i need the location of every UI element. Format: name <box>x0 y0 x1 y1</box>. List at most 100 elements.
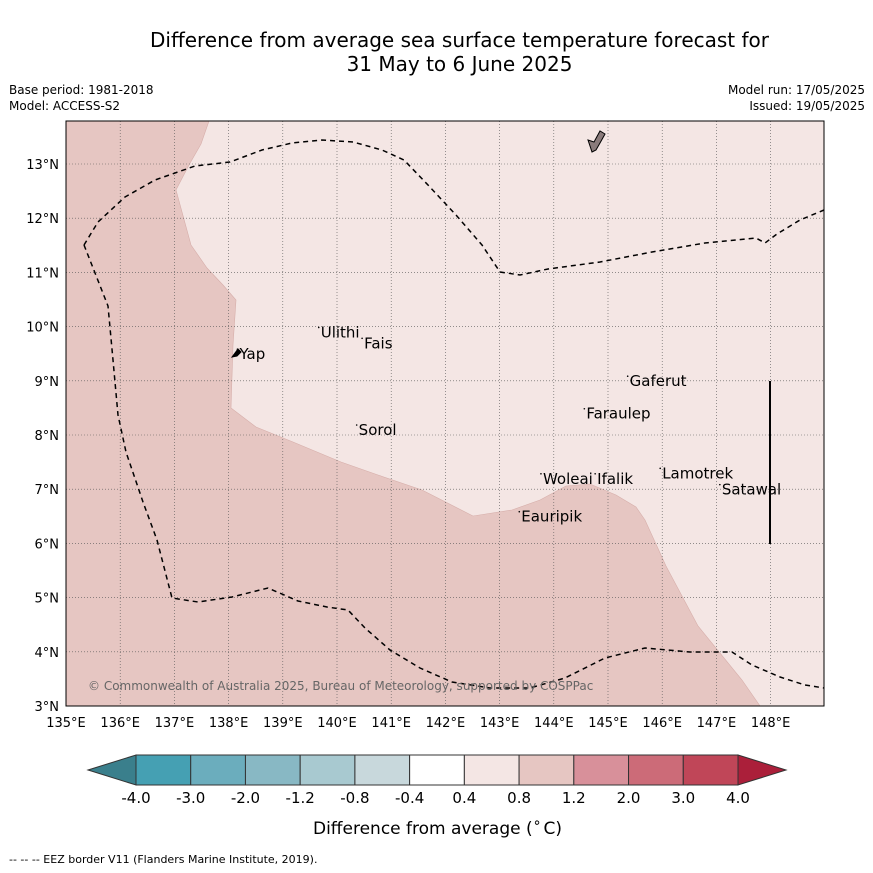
eez-border-north <box>83 139 825 276</box>
colorbar-tick-label: -1.2 <box>286 789 315 807</box>
colorbar-tick-label: 3.0 <box>671 789 695 807</box>
island-dot <box>361 337 363 340</box>
lon-tick-label: 139°E <box>263 716 303 731</box>
colorbar-tick-label: 2.0 <box>617 789 641 807</box>
issued-date: Issued: 19/05/2025 <box>749 99 865 113</box>
colorbar-bin <box>190 754 246 786</box>
place-label-eauripik: Eauripik <box>521 508 582 526</box>
base-period: Base period: 1981-2018 <box>9 83 154 97</box>
island-dot <box>583 407 586 410</box>
model-run: Model run: 17/05/2025 <box>727 83 865 97</box>
colorbar-label-main: Difference from average ( <box>312 818 533 839</box>
colorbar-tick-label: -0.8 <box>340 789 369 807</box>
island-dot <box>540 472 542 475</box>
place-label-ulithi: Ulithi <box>321 323 360 341</box>
map-frame <box>65 120 825 707</box>
lat-tick-label: 5°N <box>35 592 60 607</box>
island-dot <box>594 472 596 475</box>
yap-island <box>230 348 242 358</box>
meta-right: Model run: 17/05/2025 Issued: 19/05/2025 <box>728 82 865 114</box>
lat-tick-label: 12°N <box>26 212 59 227</box>
lon-tick-label: 144°E <box>534 716 574 731</box>
lon-tick-label: 146°E <box>642 716 682 731</box>
colorbar-tick-label: -2.0 <box>231 789 260 807</box>
title-line-1: Difference from average sea surface temp… <box>149 28 769 52</box>
lat-tick-label: 3°N <box>35 700 60 715</box>
place-label-lamotrek: Lamotrek <box>662 464 733 482</box>
lat-tick-label: 10°N <box>26 321 59 336</box>
lon-tick-label: 140°E <box>317 716 357 731</box>
lat-tick-label: 13°N <box>26 158 59 173</box>
colorbar-bin <box>299 754 356 786</box>
place-label-sorol: Sorol <box>359 421 397 439</box>
colorbar-bin <box>628 754 684 786</box>
island-dot <box>355 424 358 426</box>
colorbar-bin <box>463 754 520 786</box>
colorbar: -4.0 -3.0 -2.0 -1.2 -0.8 -0.4 0.4 0.8 1.2 2.0 3.0 4… <box>86 754 788 807</box>
place-label-ifalik: Ifalik <box>597 470 633 488</box>
model-name: Model: ACCESS-S2 <box>9 99 121 113</box>
title-line-2: 31 May to 6 June 2025 <box>346 52 573 76</box>
warm-anomaly-region <box>65 120 761 707</box>
colorbar-under-extension <box>86 754 137 786</box>
island-dot <box>719 483 721 486</box>
lon-tick-label: 138°E <box>209 716 249 731</box>
chart-title: Difference from average sea surface temp… <box>0 28 873 76</box>
lat-tick-label: 9°N <box>35 375 60 390</box>
lon-tick-label: 142°E <box>426 716 466 731</box>
island-dot <box>317 326 320 329</box>
colorbar-tick-label: 1.2 <box>562 789 586 807</box>
place-label-fais: Fais <box>364 334 393 352</box>
lon-tick-label: 141°E <box>371 716 411 731</box>
colorbar-bin <box>518 754 575 786</box>
colorbar-tick-labels: -4.0 -3.0 -2.0 -1.2 -0.8 -0.4 0.4 0.8 1.2 2.0 3.0 4… <box>121 789 750 807</box>
lon-tick-label: 145°E <box>588 716 628 731</box>
degree-symbol: ∘ <box>532 815 542 831</box>
colorbar-bin <box>354 754 411 786</box>
colorbar-bin <box>682 754 739 786</box>
colorbar-tick-label: 4.0 <box>726 789 750 807</box>
colorbar-label-unit: C) <box>543 818 563 839</box>
lat-tick-label: 8°N <box>35 429 60 444</box>
lat-tick-label: 6°N <box>35 537 60 552</box>
place-label-gaferut: Gaferut <box>630 372 687 390</box>
lon-tick-label: 148°E <box>751 716 791 731</box>
lon-tick-label: 135°E <box>46 716 86 731</box>
graticule <box>66 121 824 706</box>
island-dot <box>659 467 661 470</box>
lon-tick-label: 137°E <box>155 716 195 731</box>
guam-island <box>587 130 606 153</box>
colorbar-tick-label: -4.0 <box>121 789 150 807</box>
island-dot <box>236 348 239 350</box>
island-dot <box>626 375 629 378</box>
colorbar-bin <box>244 754 301 786</box>
island-dot <box>518 510 521 513</box>
colorbar-bin <box>409 754 465 786</box>
colorbar-bin <box>573 754 630 786</box>
lat-tick-label: 4°N <box>35 646 60 661</box>
place-label-yap: Yap <box>238 345 265 363</box>
colorbar-tick-label: 0.8 <box>507 789 531 807</box>
colorbar-tick-label: 0.4 <box>452 789 476 807</box>
place-label-faraulep: Faraulep <box>586 405 650 423</box>
place-label-woleai: Woleai <box>543 470 593 488</box>
meta-left: Base period: 1981-2018 Model: ACCESS-S2 <box>9 82 154 114</box>
longitude-tick-labels: 135°E 136°E 137°E 138°E 139°E 140°E 141°E 142°E… <box>46 716 790 731</box>
colorbar-tick-label: -0.4 <box>395 789 424 807</box>
copyright-notice: © Commonwealth of Australia 2025, Bureau… <box>88 679 593 693</box>
lon-tick-label: 147°E <box>697 716 737 731</box>
lon-tick-label: 136°E <box>100 716 140 731</box>
eez-footnote: -- -- -- EEZ border V11 (Flanders Marine… <box>9 853 318 866</box>
latitude-tick-labels: 3°N 4°N 5°N 6°N 7°N 8°N 9°N 10°N 11°N 12°N 13°N <box>26 158 59 715</box>
colorbar-bin <box>135 754 192 786</box>
colorbar-tick-label: -3.0 <box>176 789 205 807</box>
colorbar-over-extension <box>737 754 788 786</box>
lat-tick-label: 7°N <box>35 483 60 498</box>
colorbar-axis-label: Difference from average (∘ C) <box>0 815 873 839</box>
place-label-satawal: Satawal <box>722 481 781 499</box>
lat-tick-label: 11°N <box>26 266 59 281</box>
lon-tick-label: 143°E <box>480 716 520 731</box>
